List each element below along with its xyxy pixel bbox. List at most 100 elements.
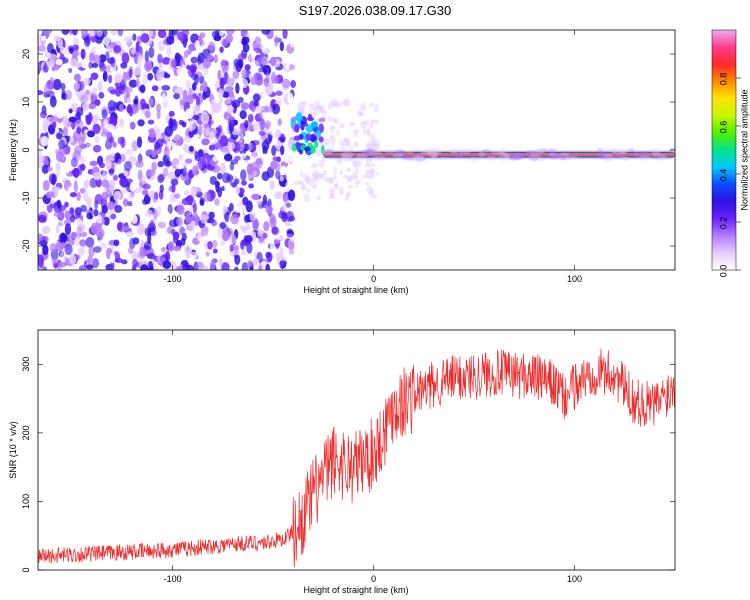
carrier-fringe [657,154,667,161]
noise-blob [146,253,156,260]
noise-blob [136,136,143,148]
noise-blob [217,149,222,159]
y-tick-label: -10 [21,191,31,204]
noise-blob [184,211,191,224]
noise-blob [214,95,220,104]
halo-blob [369,189,375,199]
noise-blob [216,172,223,180]
noise-blob [136,224,145,236]
halo-blob [319,104,325,114]
colorbar-tick-label: 0.2 [718,217,728,230]
noise-blob [158,173,166,182]
halo-blob [353,176,359,180]
noise-blob [264,122,269,129]
noise-blob [234,178,240,185]
noise-blob [250,161,260,172]
onset-blob [318,136,324,143]
noise-blob [62,126,68,137]
carrier-fringe [558,152,570,157]
noise-blob [197,149,204,158]
carrier-fringe [548,153,560,160]
noise-blob [147,119,155,125]
noise-blob [125,148,133,156]
noise-blob [288,216,296,222]
noise-blob [196,232,203,242]
noise-blob [103,35,111,47]
noise-blob [167,204,173,215]
noise-blob [168,117,174,130]
noise-blob [249,212,257,222]
noise-blob [129,181,137,192]
noise-blob [243,36,250,44]
halo-blob [329,100,336,109]
noise-blob [64,201,69,208]
noise-blob [176,216,183,227]
noise-blob [93,246,102,253]
noise-blob [83,36,91,47]
noise-blob [137,55,142,68]
noise-blob [64,223,72,236]
noise-blob [38,259,44,268]
onset-blob [314,140,319,149]
noise-blob [195,95,201,107]
halo-blob [330,190,334,200]
noise-blob [268,81,273,90]
noise-blob [181,30,189,38]
noise-blob [110,30,118,36]
carrier-fringe [392,153,404,158]
noise-blob [73,180,78,193]
noise-blob [186,194,194,206]
halo-blob [360,120,366,129]
halo-blob [334,183,339,190]
noise-blob [200,214,208,224]
y-tick-label: 10 [21,97,31,107]
noise-blob [114,257,123,263]
noise-blob [224,97,232,105]
carrier-fringe [648,148,659,152]
noise-blob [262,232,268,239]
noise-blob [289,35,295,48]
noise-blob [281,204,288,212]
noise-blob [280,145,285,156]
noise-blob [72,37,79,46]
noise-blob [173,93,180,100]
noise-blob [193,114,199,121]
x-tick-label: 100 [567,574,582,584]
halo-blob [369,118,375,125]
noise-blob [140,264,149,270]
noise-blob [245,200,253,213]
noise-blob [99,63,107,72]
noise-blob [235,82,240,94]
noise-blob [218,257,223,267]
noise-blob [43,30,53,35]
noise-blob [48,53,58,62]
noise-blob [156,109,161,120]
noise-blob [78,136,85,149]
noise-blob [239,110,247,120]
noise-blob [202,66,209,76]
noise-blob [279,260,287,267]
noise-blob [119,177,126,187]
noise-blob [53,211,63,218]
noise-blob [128,68,133,78]
noise-blob [96,214,103,225]
halo-blob [365,143,370,148]
noise-blob [122,198,129,207]
noise-blob [237,131,245,143]
y-tick-label: -20 [21,239,31,252]
halo-blob [327,115,332,122]
noise-blob [102,70,108,82]
noise-blob [83,182,89,191]
noise-blob [88,61,94,69]
noise-blob [186,94,194,105]
carrier-fringe [384,149,396,154]
noise-blob [49,115,58,124]
carrier-fringe [490,151,505,155]
noise-blob [274,35,279,47]
carrier-fringe [525,152,533,158]
halo-blob [373,107,378,113]
noise-blob [167,171,176,180]
noise-blob [112,232,118,241]
noise-blob [140,239,145,249]
